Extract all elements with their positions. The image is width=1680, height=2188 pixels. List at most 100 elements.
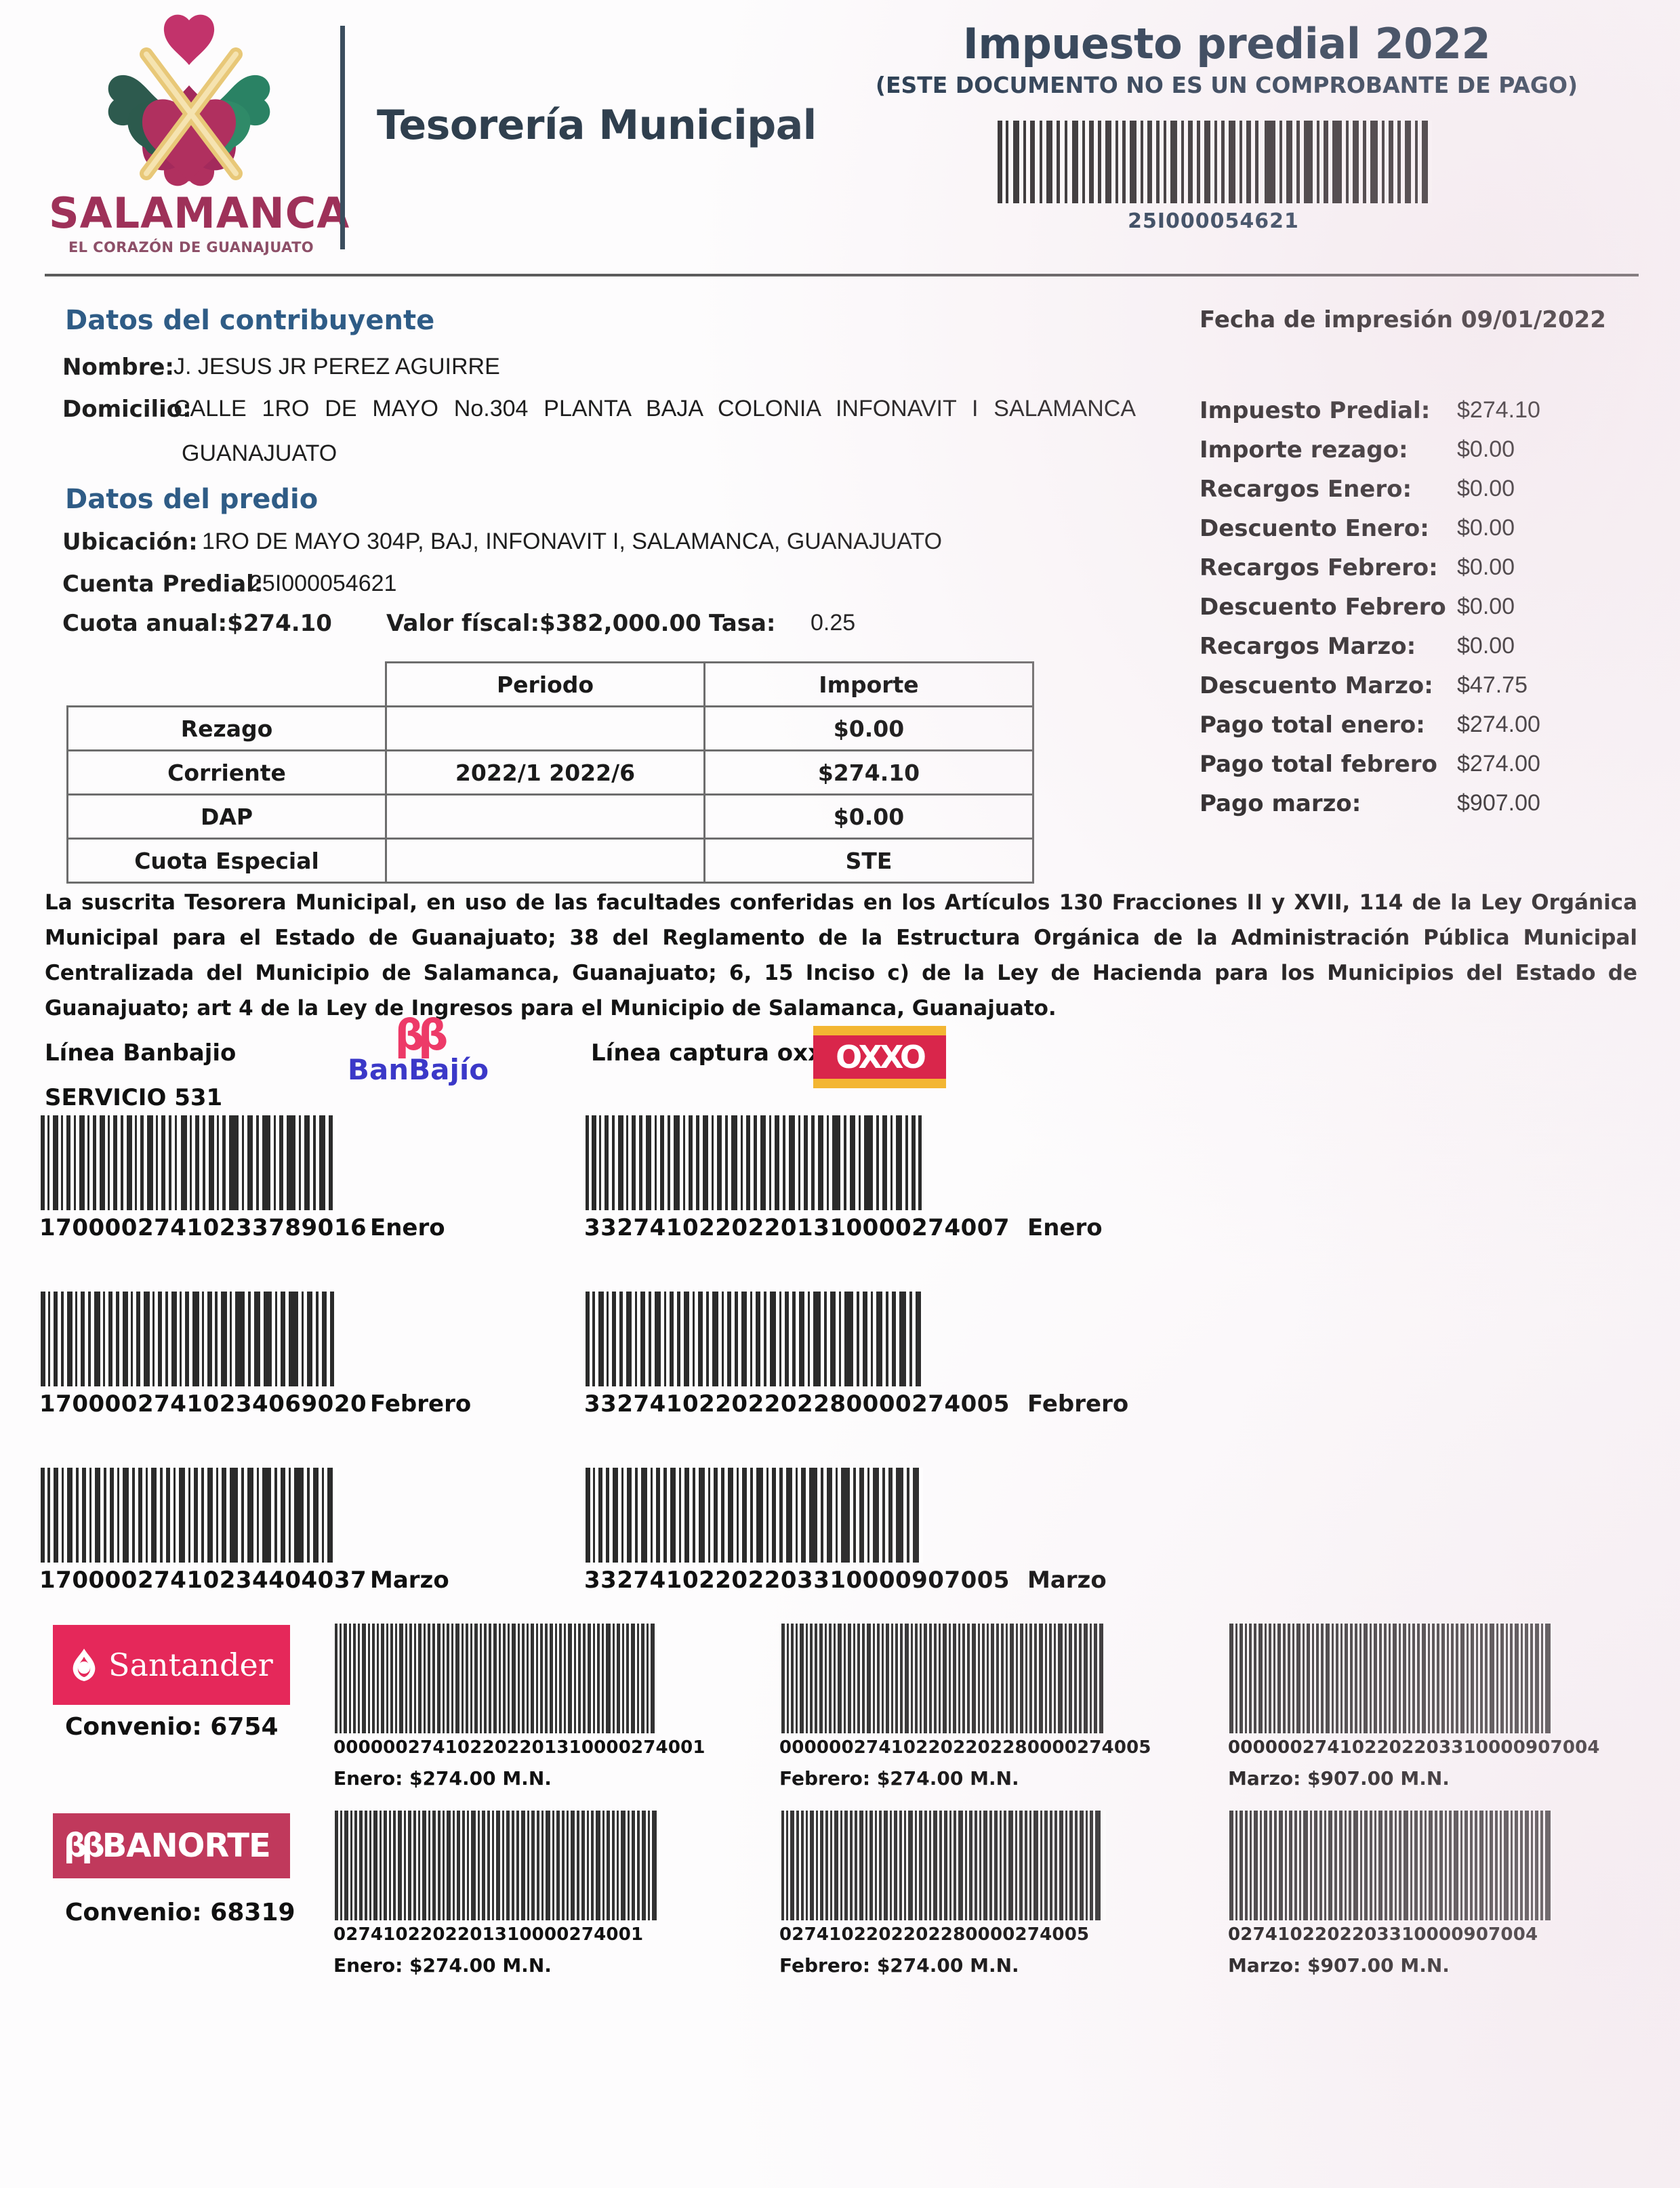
banorte-convenio: Convenio: 68319	[65, 1899, 295, 1926]
amount-value: $0.00	[1457, 633, 1515, 659]
santander-flame-icon	[73, 1649, 96, 1681]
banbajio-month-enero: Enero	[370, 1214, 445, 1241]
municipality-name: SALAMANCA	[49, 188, 350, 238]
row-importe: $274.10	[703, 749, 1034, 796]
amount-label: Impuesto Predial:	[1200, 397, 1431, 424]
print-date: Fecha de impresión 09/01/2022	[1200, 306, 1606, 333]
legal-disclaimer-text: La suscrita Tesorera Municipal, en uso d…	[45, 890, 1637, 1020]
row-concept: Cuota Especial	[66, 838, 387, 884]
amount-label: Importe rezago:	[1200, 436, 1408, 463]
oxxo-barcode-febrero	[584, 1292, 923, 1386]
table-row: Rezago $0.00	[66, 705, 1034, 751]
amount-label: Pago total enero:	[1200, 711, 1425, 739]
salamanca-emblem-icon	[108, 14, 270, 186]
oxxo-logo: OXXO	[813, 1026, 946, 1088]
amount-value: $47.75	[1457, 672, 1528, 698]
santander-code-enero: 000000274102202201310000274001	[333, 1737, 705, 1758]
banorte-amount-febrero: Febrero: $274.00 M.N.	[779, 1954, 1019, 1977]
santander-amount-enero: Enero: $274.00 M.N.	[333, 1767, 552, 1790]
oxxo-code-marzo: 33274102202203310000907005	[584, 1567, 1010, 1594]
taxpayer-section-title: Datos del contribuyente	[65, 305, 435, 336]
amount-row: Recargos Enero: $0.00	[1200, 476, 1647, 515]
amount-label: Descuento Enero:	[1200, 515, 1429, 542]
oxxo-barcode-marzo	[584, 1468, 923, 1563]
banorte-amount-enero: Enero: $274.00 M.N.	[333, 1954, 552, 1977]
santander-logo-text: Santander	[108, 1647, 273, 1683]
row-importe: $0.00	[703, 705, 1034, 751]
santander-code-febrero: 000000274102202202280000274005	[779, 1737, 1151, 1758]
row-concept: Rezago	[66, 705, 387, 751]
banorte-code-marzo: 0274102202203310000907004	[1228, 1924, 1538, 1945]
oxxo-month-febrero: Febrero	[1027, 1390, 1129, 1418]
santander-barcode-febrero	[779, 1624, 1106, 1733]
banorte-barcode-marzo	[1228, 1811, 1555, 1920]
table-corner-cell	[68, 663, 386, 707]
cuenta-predial-value: 25I000054621	[249, 571, 397, 596]
banorte-amount-marzo: Marzo: $907.00 M.N.	[1228, 1954, 1450, 1977]
cuenta-predial-label: Cuenta Predial:	[62, 571, 264, 598]
banbajio-logo: ββ BanBajío	[347, 1010, 489, 1098]
amount-label: Pago marzo:	[1200, 790, 1361, 817]
oxxo-code-febrero: 33274102202202280000274005	[584, 1390, 1010, 1418]
account-barcode: 25I000054621	[995, 121, 1432, 233]
banorte-barcode-enero	[333, 1811, 660, 1920]
row-concept: Corriente	[66, 749, 387, 796]
banorte-mark-icon: ββ	[64, 1827, 105, 1865]
banbajio-month-febrero: Febrero	[370, 1390, 472, 1418]
oxxo-month-enero: Enero	[1027, 1214, 1103, 1241]
page-subtitle: (ESTE DOCUMENTO NO ES UN COMPROBANTE DE …	[875, 72, 1578, 98]
banbajio-mark-icon: ββ	[394, 1010, 449, 1060]
banbajio-code-enero: 17000027410233789016	[39, 1214, 367, 1241]
santander-amount-marzo: Marzo: $907.00 M.N.	[1228, 1767, 1450, 1790]
table-row: Cuota Especial STE	[66, 838, 1034, 884]
location-value: 1RO DE MAYO 304P, BAJ, INFONAVIT I, SALA…	[202, 529, 943, 554]
amount-value: $0.00	[1457, 476, 1515, 501]
santander-barcode-marzo	[1228, 1624, 1555, 1733]
amount-value: $274.00	[1457, 711, 1540, 737]
row-periodo: 2022/1 2022/6	[385, 749, 705, 796]
amount-row: Descuento Marzo: $47.75	[1200, 672, 1647, 711]
amount-label: Descuento Marzo:	[1200, 672, 1433, 699]
banbajio-barcode-enero	[39, 1115, 337, 1210]
valor-fiscal-label: Valor físcal:$382,000.00	[386, 610, 701, 637]
amount-row: Impuesto Predial: $274.10	[1200, 397, 1647, 436]
amount-row: Recargos Febrero: $0.00	[1200, 554, 1647, 594]
name-label: Nombre:	[62, 354, 175, 381]
banorte-barcode-febrero	[779, 1811, 1106, 1920]
banbajio-code-marzo: 17000027410234404037	[39, 1567, 367, 1594]
banbajio-logo-text: BanBajío	[347, 1053, 489, 1086]
tasa-label: Tasa:	[709, 610, 776, 637]
amount-row: Pago marzo: $907.00	[1200, 790, 1647, 829]
oxxo-month-marzo: Marzo	[1027, 1567, 1107, 1594]
cuota-anual-label: Cuota anual:$274.10	[62, 610, 332, 637]
address-label: Domicilio:	[62, 396, 192, 423]
banorte-code-febrero: 0274102202202280000274005	[779, 1924, 1090, 1945]
amount-row: Descuento Enero: $0.00	[1200, 515, 1647, 554]
table-row: Corriente 2022/1 2022/6 $274.10	[66, 749, 1034, 796]
amount-label: Recargos Marzo:	[1200, 633, 1416, 660]
santander-barcode-enero	[333, 1624, 660, 1733]
row-concept: DAP	[66, 793, 387, 840]
account-barcode-image	[995, 121, 1432, 203]
amount-value: $0.00	[1457, 515, 1515, 541]
address-value-line1: CALLE 1RO DE MAYO No.304 PLANTA BAJA COL…	[173, 396, 1136, 421]
banbajio-code-febrero: 17000027410234069020	[39, 1390, 367, 1418]
header-vertical-divider	[340, 26, 345, 249]
address-value-line2: GUANAJUATO	[182, 440, 337, 466]
amount-row: Pago total febrero $274.00	[1200, 751, 1647, 790]
municipality-tagline: EL CORAZÓN DE GUANAJUATO	[68, 239, 314, 255]
name-value: J. JESUS JR PEREZ AGUIRRE	[173, 354, 500, 379]
property-section-title: Datos del predio	[65, 484, 319, 515]
account-barcode-number: 25I000054621	[1128, 209, 1299, 233]
amount-value: $274.10	[1457, 397, 1540, 423]
santander-amount-febrero: Febrero: $274.00 M.N.	[779, 1767, 1019, 1790]
row-periodo	[385, 705, 705, 751]
amount-label: Descuento Febrero	[1200, 594, 1446, 621]
period-amount-table: Periodo Importe Rezago $0.00 Corriente 2…	[66, 661, 1034, 884]
amount-row: Pago total enero: $274.00	[1200, 711, 1647, 751]
amount-row: Recargos Marzo: $0.00	[1200, 633, 1647, 672]
department-name: Tesorería Municipal	[377, 102, 817, 149]
amount-label: Recargos Enero:	[1200, 476, 1412, 503]
row-importe: $0.00	[703, 793, 1034, 840]
